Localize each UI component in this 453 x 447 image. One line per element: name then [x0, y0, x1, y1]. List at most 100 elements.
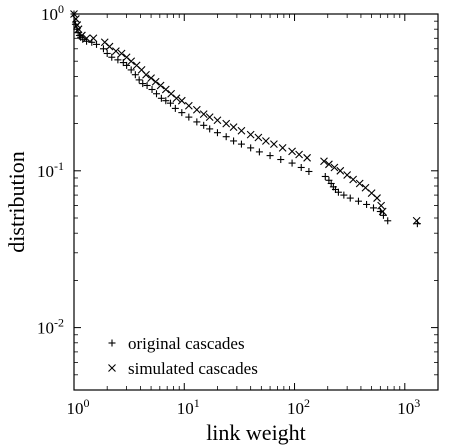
simulated-point	[213, 116, 222, 125]
x-tick-label: 102	[287, 396, 310, 418]
simulated-point	[278, 143, 287, 152]
legend-marker-simulated	[108, 364, 116, 372]
legend-plus-icon	[108, 339, 116, 347]
simulated-point	[199, 110, 208, 118]
original-point	[305, 167, 313, 175]
simulated-point	[73, 21, 82, 29]
original-point	[363, 200, 371, 208]
original-point	[193, 118, 201, 126]
original-point	[166, 99, 174, 107]
original-point	[153, 90, 161, 98]
simulated-point	[412, 216, 421, 225]
data-points	[70, 10, 421, 228]
simulated-point	[288, 147, 296, 156]
original-point	[334, 188, 342, 196]
original-point	[99, 45, 107, 53]
original-point	[185, 113, 193, 121]
simulated-point	[89, 34, 98, 43]
simulated-point	[105, 42, 114, 51]
simulated-point	[246, 130, 255, 139]
original-point	[354, 197, 362, 205]
simulated-point	[377, 201, 386, 210]
simulated-point	[161, 85, 170, 94]
original-point	[171, 104, 179, 112]
original-point	[277, 156, 285, 164]
original-point	[321, 172, 329, 180]
simulated-point	[177, 96, 186, 105]
legend: original cascades simulated cascades	[108, 334, 258, 378]
x-tick-label: 100	[67, 396, 90, 418]
original-point	[222, 133, 230, 141]
simulated-point	[303, 153, 311, 162]
original-point	[247, 144, 255, 152]
simulated-point	[127, 57, 136, 66]
simulated-point	[254, 133, 263, 142]
original-point	[131, 71, 139, 79]
simulated-point	[192, 105, 201, 114]
simulated-point	[78, 31, 86, 40]
ticks: 100 101 102 103 100 10-1 10-2	[37, 2, 439, 418]
y-tick-label: 100	[41, 2, 64, 24]
original-point	[206, 125, 214, 133]
y-axis-label: distribution	[4, 151, 29, 252]
x-tick-label: 103	[397, 396, 420, 418]
original-point	[255, 148, 263, 156]
simulated-point	[325, 160, 333, 169]
original-point	[340, 191, 348, 199]
simulated-point	[147, 74, 155, 83]
original-point	[114, 56, 122, 64]
simulated-point	[156, 81, 165, 90]
legend-cross-icon	[108, 364, 116, 372]
x-tick-label: 101	[177, 396, 200, 418]
original-point	[123, 61, 131, 69]
simulated-point	[184, 101, 193, 110]
original-point	[108, 53, 116, 61]
original-point	[135, 76, 143, 84]
original-point	[369, 204, 377, 212]
simulated-point	[172, 94, 181, 103]
simulated-point	[355, 179, 364, 188]
simulated-point	[142, 70, 150, 79]
original-point	[230, 137, 238, 145]
original-point	[178, 109, 186, 117]
simulated-point	[82, 34, 91, 43]
legend-marker-original	[108, 339, 116, 347]
original-point	[162, 97, 170, 105]
simulated-point	[71, 15, 80, 23]
simulated-point	[320, 157, 328, 166]
original-point	[200, 121, 208, 129]
simulated-point	[205, 113, 214, 121]
simulated-point	[112, 47, 120, 55]
simulated-point	[74, 25, 83, 34]
y-tick-label: 10-2	[37, 316, 64, 338]
plot-frame	[73, 13, 439, 391]
simulated-point	[378, 207, 387, 216]
original-point	[139, 80, 147, 88]
simulated-point	[349, 175, 358, 184]
simulated-point	[270, 140, 278, 148]
x-axis-label: link weight	[206, 420, 306, 445]
simulated-point	[336, 166, 345, 175]
original-point	[384, 217, 392, 225]
original-point	[127, 66, 135, 74]
original-point	[148, 85, 156, 93]
simulated-point	[151, 77, 160, 86]
simulated-point	[330, 163, 339, 172]
original-point	[103, 49, 111, 57]
legend-label-simulated: simulated cascades	[128, 359, 258, 378]
original-point	[213, 129, 221, 137]
original-point	[288, 159, 296, 167]
simulated-point	[222, 119, 231, 128]
simulated-point	[117, 49, 126, 58]
legend-label-original: original cascades	[128, 334, 245, 353]
original-point	[237, 140, 245, 148]
y-tick-label: 10-1	[37, 159, 64, 181]
simulated-point	[343, 171, 352, 179]
simulated-point	[295, 150, 303, 159]
original-point	[346, 194, 354, 202]
simulated-point	[237, 126, 246, 135]
original-point	[297, 163, 305, 171]
simulated-point	[229, 123, 238, 131]
simulated-point	[373, 194, 381, 202]
